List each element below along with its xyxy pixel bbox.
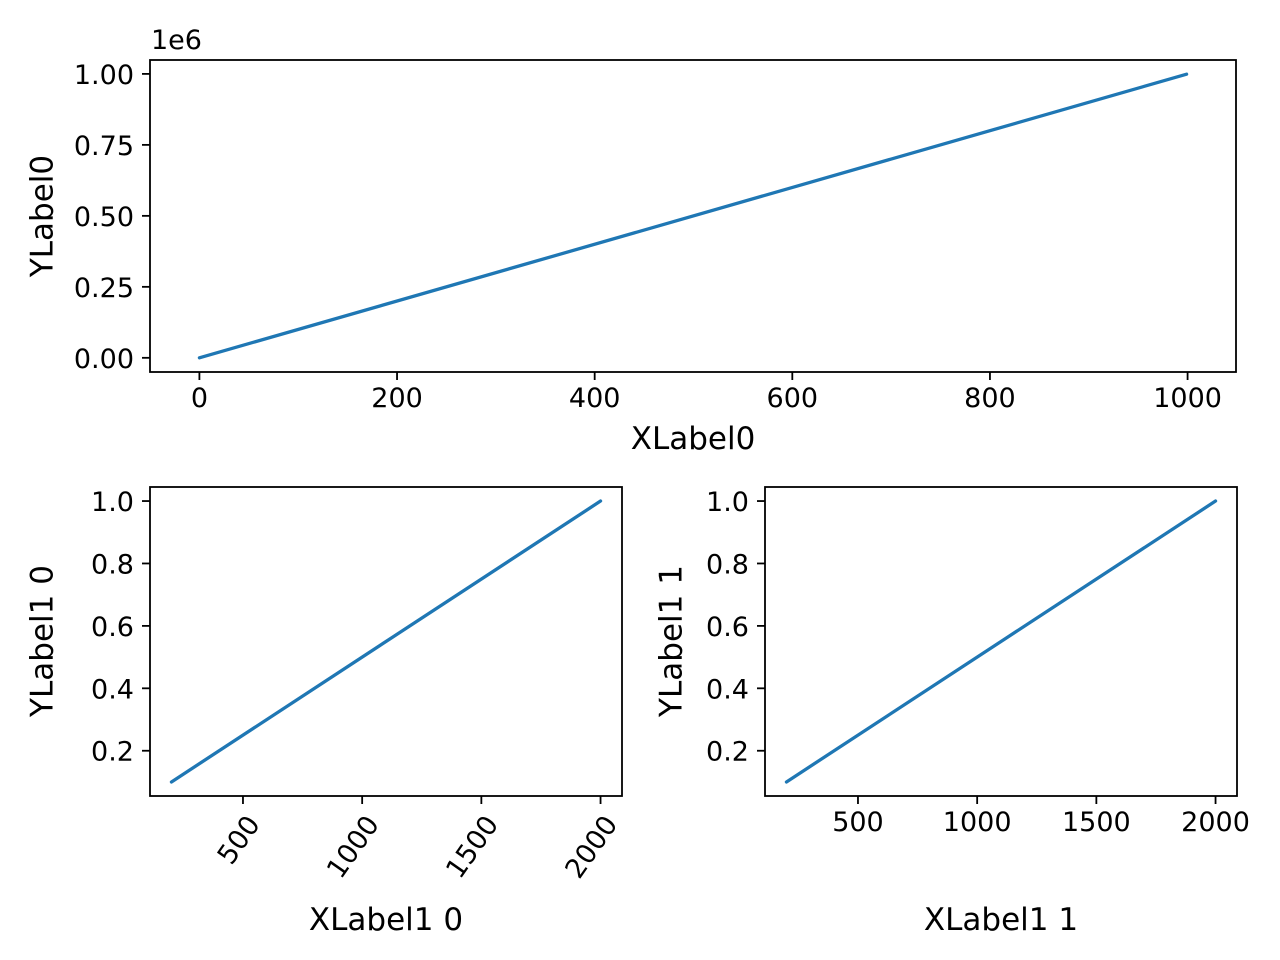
top-axis-offset-text: 1e6: [151, 25, 202, 56]
x-tick-label: 0: [191, 383, 208, 414]
x-tick-label: 500: [832, 807, 884, 838]
y-tick-label: 0.4: [91, 674, 134, 705]
x-tick-label: 600: [767, 383, 819, 414]
y-tick-label: 1.00: [74, 60, 134, 91]
x-tick-label: 400: [569, 383, 621, 414]
subplot-bottom-right-data-line: [784, 499, 1218, 784]
x-tick-label: 1500: [440, 810, 505, 884]
y-tick-label: 0.6: [91, 612, 134, 643]
subplot-top-data-line: [197, 72, 1189, 360]
subplot-bottom-right: 500 1000 1500 2000 0.2 0.4 0.6 0.8 1.0: [706, 486, 1250, 838]
x-tick-label: 1500: [1062, 807, 1131, 838]
x-tick-label: 1000: [943, 807, 1012, 838]
bottom-left-y-axis-label: YLabel1 0: [24, 565, 61, 717]
top-y-axis-label: YLabel0: [24, 154, 61, 278]
y-tick-label: 1.0: [706, 487, 749, 518]
x-tick-label: 2000: [559, 810, 624, 884]
x-tick-label: 800: [964, 383, 1016, 414]
subplot-bottom-left-data-line: [169, 499, 603, 784]
y-tick-label: 0.8: [91, 549, 134, 580]
x-tick-label: 500: [212, 810, 267, 870]
y-tick-label: 0.2: [91, 737, 134, 768]
y-tick-label: 0.50: [74, 202, 134, 233]
y-tick-label: 1.0: [91, 487, 134, 518]
y-tick-label: 0.25: [74, 273, 134, 304]
y-tick-label: 0.2: [706, 737, 749, 768]
bottom-right-x-axis-label: XLabel1 1: [923, 902, 1079, 938]
subplot-bottom-left-spines: [149, 486, 623, 797]
x-tick-label: 1000: [1153, 383, 1222, 414]
subplot-top: 0 200 400 600 800 1000 0.00 0.25 0.50 0.75 1.00: [74, 59, 1237, 414]
y-tick-label: 0.00: [74, 344, 134, 375]
x-tick-label: 200: [371, 383, 423, 414]
x-tick-label: 2000: [1181, 807, 1250, 838]
subplot-bottom-right-spines: [764, 486, 1238, 797]
y-tick-label: 0.8: [706, 549, 749, 580]
x-tick-label: 1000: [321, 810, 386, 884]
subplot-bottom-left: 500 1000 1500 2000 0.2 0.4 0.6 0.8 1.0: [91, 486, 624, 884]
y-tick-label: 0.75: [74, 131, 134, 162]
bottom-right-y-axis-label: YLabel1 1: [653, 565, 690, 717]
top-x-axis-label: XLabel0: [630, 421, 756, 457]
y-tick-label: 0.6: [706, 612, 749, 643]
bottom-left-x-axis-label: XLabel1 0: [308, 902, 464, 938]
y-tick-label: 0.4: [706, 674, 749, 705]
